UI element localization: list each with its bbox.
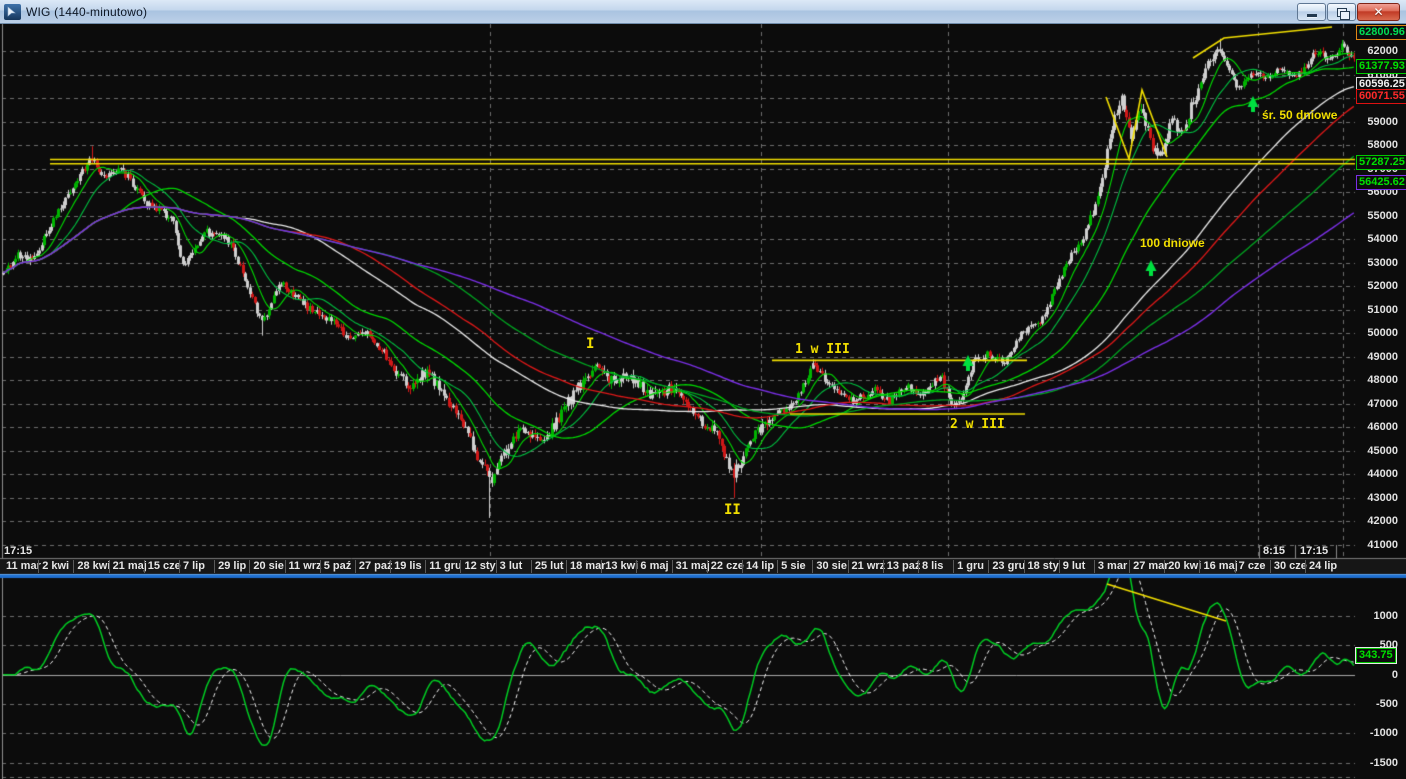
price-chart-canvas[interactable]	[0, 0, 1406, 779]
restore-icon	[1337, 8, 1347, 17]
app-icon	[4, 4, 21, 20]
cursor-arrow-icon	[7, 6, 18, 17]
window-controls: ✕	[1297, 3, 1400, 21]
restore-button[interactable]	[1327, 3, 1356, 21]
close-button[interactable]: ✕	[1357, 3, 1400, 21]
minimize-button[interactable]	[1297, 3, 1326, 21]
app-window: 6200061000600005900058000570005600055000…	[0, 0, 1406, 779]
window-title: WIG (1440-minutowo)	[26, 5, 147, 19]
close-icon: ✕	[1358, 5, 1399, 19]
title-bar[interactable]: WIG (1440-minutowo) ✕	[0, 0, 1406, 24]
minimize-icon	[1307, 14, 1317, 17]
